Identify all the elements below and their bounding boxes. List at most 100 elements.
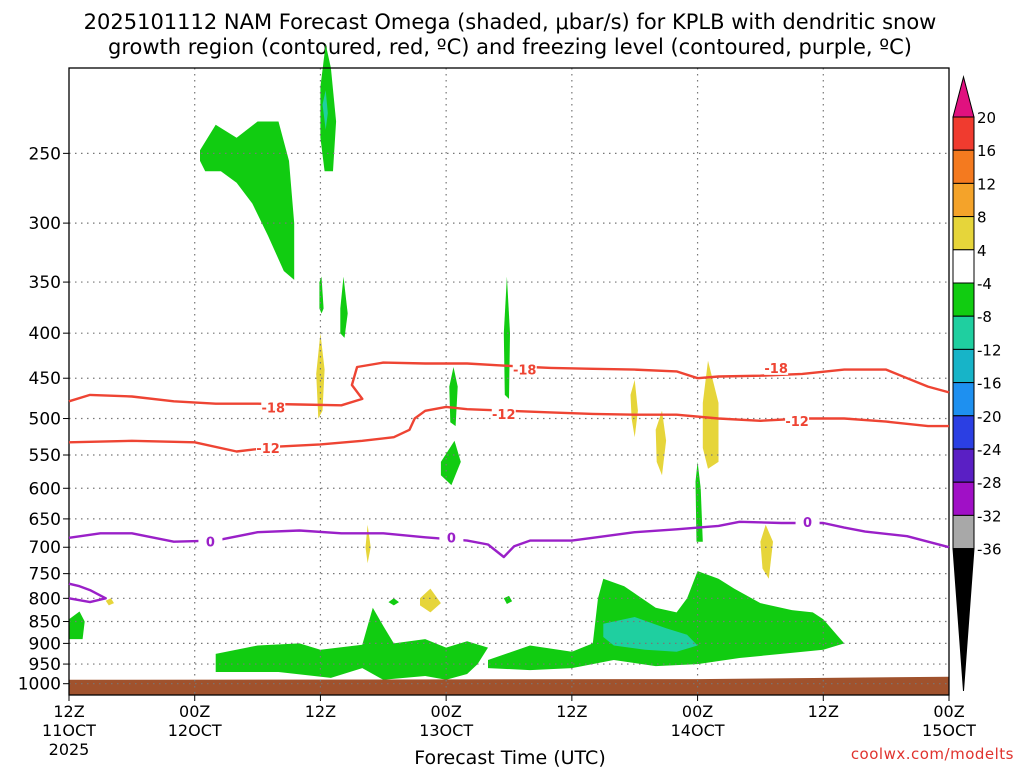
colorbar-bin-3 [952, 182, 975, 218]
contour-label-bg-1 [512, 362, 537, 377]
x-axis-label: Forecast Time (UTC) [414, 747, 605, 768]
omega-region-1 [320, 44, 337, 172]
colorbar-label-11: -28 [977, 474, 1002, 492]
omega-region-20 [760, 524, 773, 579]
x-tick-label-12-1: 12OCT [168, 721, 222, 740]
omega-region-8 [69, 611, 85, 640]
omega-region-6 [503, 276, 510, 399]
colorbar-bin-8 [952, 348, 975, 384]
colorbar-bottom-triangle [952, 548, 975, 692]
contour-label-bg-7 [439, 530, 464, 545]
x-tick-label-60-1: 14OCT [671, 721, 725, 740]
colorbar-label-0: 20 [977, 109, 996, 127]
omega-region-18 [702, 360, 719, 469]
colorbar-label-8: -16 [977, 375, 1002, 393]
omega-region-17 [655, 410, 667, 476]
omega-region-21 [420, 588, 441, 613]
contour-label-3: -12 [256, 442, 280, 457]
y-tick-label-900: 900 [29, 634, 61, 654]
colorbar-label-6: -8 [977, 308, 992, 326]
contour-label-bg-4 [491, 406, 516, 421]
omega-region-14 [322, 90, 328, 130]
colorbar-label-12: -32 [977, 507, 1002, 525]
colorbar-bin-5 [952, 249, 975, 284]
y-tick-label-300: 300 [29, 214, 61, 234]
x-tick-label-24-0: 12Z [305, 702, 336, 721]
contour-label-4: -12 [492, 408, 516, 423]
omega-region-10 [503, 595, 513, 604]
contour-label-bg-0 [261, 400, 286, 415]
x-tick-label-84-0: 00Z [933, 702, 964, 721]
terrain-area [69, 676, 949, 695]
contour-label-6: 0 [206, 536, 215, 551]
x-tick-label-36-1: 13OCT [419, 721, 473, 740]
y-tick-label-800: 800 [29, 589, 61, 609]
colorbar-label-1: 16 [977, 142, 996, 160]
y-tick-label-750: 750 [29, 565, 61, 585]
x-tick-label-84-1: 15OCT [922, 721, 976, 740]
chart-title-line-1: 2025101112 NAM Forecast Omega (shaded, μ… [84, 10, 937, 34]
y-tick-label-550: 550 [29, 446, 61, 466]
pressure-axis: 2503003504004505005506006507007508008509… [18, 144, 69, 695]
contour-label-2: -18 [764, 362, 788, 377]
credit-text[interactable]: coolwx.com/modelts [851, 745, 1014, 763]
x-tick-label-36-0: 00Z [430, 702, 461, 721]
contour-label-bg-8 [795, 514, 820, 529]
colorbar-bin-11 [952, 448, 975, 483]
y-tick-label-400: 400 [29, 324, 61, 344]
omega-region-0 [200, 121, 295, 280]
omega-shaded-regions [69, 44, 845, 680]
x-tick-label-0-0: 12Z [53, 702, 84, 721]
colorbar-bin-7 [952, 315, 975, 350]
contour-label-8: 0 [803, 516, 812, 531]
omega-region-22 [105, 598, 114, 606]
colorbar-label-3: 8 [977, 209, 987, 227]
x-tick-label-0-1: 11OCT [42, 721, 96, 740]
y-tick-label-950: 950 [29, 655, 61, 675]
contour-label-bg-5 [785, 413, 810, 428]
plot-frame [68, 67, 950, 696]
contour-label-5: -12 [785, 415, 809, 430]
omega-region-2 [319, 276, 324, 314]
colorbar-label-7: -12 [977, 341, 1002, 359]
colorbar-bin-1 [952, 116, 975, 151]
omega-region-7 [695, 461, 703, 542]
colorbar-bin-13 [952, 514, 975, 550]
contour-dendritic_minus18 [68, 361, 950, 407]
x-tick-label-12-0: 00Z [179, 702, 210, 721]
colorbar-label-2: 12 [977, 175, 996, 193]
colorbar-label-9: -20 [977, 408, 1002, 426]
omega-region-11 [215, 607, 488, 680]
colorbar-label-13: -36 [977, 541, 1002, 559]
y-tick-label-1000: 1000 [18, 675, 61, 695]
omega-region-9 [388, 598, 399, 606]
y-tick-label-600: 600 [29, 479, 61, 499]
colorbar-label-10: -24 [977, 441, 1002, 459]
contour-label-1: -18 [513, 364, 537, 379]
y-tick-label-850: 850 [29, 613, 61, 633]
colorbar-bin-12 [952, 481, 975, 516]
omega-region-4 [449, 367, 458, 427]
omega-region-13 [603, 617, 698, 652]
contour-freezing_0_lower [68, 582, 107, 604]
y-tick-label-650: 650 [29, 510, 61, 530]
colorbar-bin-4 [952, 216, 975, 251]
colorbar-label-5: -4 [977, 275, 992, 293]
colorbar-bin-9 [952, 382, 975, 417]
omega-region-5 [440, 440, 461, 486]
colorbar-label-4: 4 [977, 242, 987, 260]
contour-label-bg-2 [764, 360, 789, 375]
omega-colorbar: 20 16 12 8 4 -4 -8 -12 -16 -20 -24 -28 -32 -36 [952, 75, 1002, 692]
contour-label-0: -18 [262, 402, 286, 417]
x-tick-label-72-0: 12Z [808, 702, 839, 721]
y-tick-label-450: 450 [29, 369, 61, 389]
temperature-contours: -18 -18 -18 -12 -12 -12 0 0 0 [68, 360, 950, 604]
colorbar-bin-10 [952, 415, 975, 450]
colorbar-bin-2 [952, 149, 975, 184]
contour-label-bg-6 [198, 534, 223, 549]
x-tick-label-60-0: 00Z [682, 702, 713, 721]
omega-region-3 [340, 276, 348, 338]
contour-label-bg-3 [256, 440, 281, 455]
colorbar-bin-6 [952, 282, 975, 317]
